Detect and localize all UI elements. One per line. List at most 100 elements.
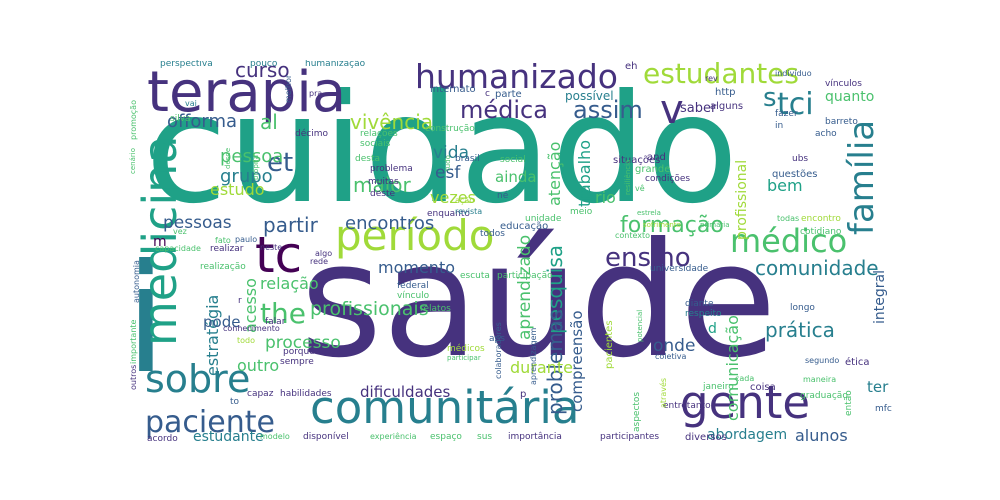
word-cloud: cuidado saúde i comunitária gente período tera…: [125, 60, 895, 445]
word-cloud-word: aprendizagem: [529, 327, 538, 385]
word-cloud-word: tc: [255, 226, 303, 284]
word-cloud-word: cuidado: [145, 63, 739, 237]
word-cloud-word: barreto: [825, 117, 858, 127]
word-cloud-word: indivíduo: [775, 69, 812, 78]
word-cloud-word: in: [775, 121, 784, 131]
word-cloud-word: encontro: [801, 214, 841, 224]
word-cloud-word: m: [153, 234, 167, 250]
word-cloud-word: muitas: [368, 177, 399, 187]
word-cloud-word: pra: [309, 89, 323, 98]
word-cloud-word: rede: [310, 257, 329, 266]
word-cloud-word: respeito: [685, 309, 722, 319]
word-cloud-word: período: [335, 211, 495, 260]
word-cloud-word: and: [647, 152, 666, 163]
word-cloud-word: v: [660, 87, 684, 133]
word-cloud-word: rio: [595, 188, 616, 207]
word-cloud-word: vida: [433, 143, 469, 163]
word-cloud-word: ter: [867, 378, 889, 396]
word-cloud-word: partir: [263, 213, 318, 237]
word-cloud-word: cotidiano: [800, 227, 842, 237]
word-cloud-word: habilidades: [280, 389, 332, 399]
word-cloud-word: décimo: [295, 129, 328, 139]
word-cloud-word: s: [763, 83, 777, 113]
word-cloud-word: autonomia: [132, 260, 141, 303]
word-cloud-word: falar: [265, 317, 286, 327]
word-cloud-word: participar: [447, 354, 481, 362]
word-cloud-word: humanização: [305, 60, 366, 69]
word-cloud-word: saúde: [300, 209, 777, 393]
word-cloud-word: modelo: [260, 432, 290, 441]
word-cloud-word: acho: [815, 129, 837, 139]
word-cloud-word: vai: [185, 99, 197, 108]
word-cloud-word: ação: [455, 196, 475, 205]
word-cloud-word: pode: [203, 313, 241, 331]
word-cloud-word: primária: [700, 221, 730, 229]
word-cloud-word: durante: [510, 358, 573, 377]
word-cloud-word: educação: [500, 221, 549, 232]
word-cloud-word: conhecimento: [223, 324, 280, 333]
word-cloud-word: d: [708, 321, 717, 337]
word-cloud-word: perspectiva: [160, 60, 213, 69]
word-cloud-word: c: [485, 89, 490, 99]
word-cloud-word: estudo: [210, 180, 265, 199]
word-cloud-word: todos: [480, 229, 505, 239]
word-cloud-word: maneira: [803, 375, 837, 384]
word-cloud-word: resiliência: [624, 159, 632, 195]
word-cloud-word: neste: [260, 243, 283, 252]
word-cloud-word: dificuldades: [360, 383, 451, 401]
word-cloud-word: brasil: [455, 154, 480, 164]
word-cloud-word: capaz: [247, 389, 274, 399]
word-cloud-word: enquanto: [427, 209, 470, 219]
word-cloud-word: aps: [489, 334, 505, 344]
word-cloud-word: aprendizado: [515, 234, 535, 340]
word-cloud-word: parte: [495, 89, 522, 100]
word-cloud-word: p: [520, 389, 527, 400]
word-cloud-word: sempre: [280, 357, 314, 367]
word-cloud-word: atenção: [545, 141, 564, 206]
word-cloud-word: médico: [730, 222, 848, 260]
word-cloud-word: universidade: [650, 264, 709, 274]
word-cloud-word: rev: [705, 74, 718, 83]
word-cloud-word: ainda: [495, 168, 537, 186]
word-cloud-word: questões: [772, 169, 818, 180]
word-cloud-word: acordo: [147, 434, 178, 444]
word-cloud-word: estratégia: [203, 294, 222, 376]
word-cloud-word: profissionais: [310, 298, 429, 320]
word-cloud-word: deste: [370, 189, 396, 199]
word-cloud-word: ubs: [792, 154, 809, 164]
word-cloud-word: própria: [252, 154, 260, 180]
word-cloud-word: janeiro: [703, 382, 734, 392]
word-cloud-word: http: [715, 87, 736, 98]
word-cloud-word: sofrimento: [643, 221, 681, 229]
word-cloud-word: colaboradores: [494, 322, 503, 379]
word-cloud-word: capacidade: [155, 244, 201, 253]
word-cloud-word: revista: [455, 207, 483, 216]
word-cloud-word: comunitária: [310, 381, 580, 434]
word-cloud-word: integral: [872, 270, 888, 324]
word-cloud-word: vivência: [350, 110, 434, 134]
word-cloud-word: vínculo: [397, 291, 430, 301]
word-cloud-word: relações: [360, 129, 398, 139]
word-cloud-word: humanizado: [415, 60, 618, 96]
word-cloud-word: promoção: [129, 100, 138, 140]
word-cloud-word: porque: [283, 347, 315, 357]
word-cloud-word: entretanto: [663, 401, 711, 411]
word-cloud-word: bem: [767, 176, 803, 195]
word-cloud-word: sociais: [360, 139, 391, 149]
word-cloud-word: através: [659, 377, 668, 408]
word-cloud-word: melhor: [284, 74, 293, 103]
word-cloud-word: saber: [680, 101, 717, 116]
word-cloud-word: vê: [635, 184, 645, 193]
word-cloud-word: participantes: [600, 432, 660, 442]
word-cloud-word: escuta: [460, 271, 490, 281]
word-cloud-word: relatos: [420, 304, 451, 314]
word-cloud-word: né: [497, 191, 509, 201]
word-cloud-word: maior: [353, 173, 411, 197]
word-cloud-word: realização: [200, 262, 246, 272]
word-cloud-word: desde: [224, 147, 232, 169]
word-cloud-word: alguns: [710, 101, 744, 112]
word-cloud-word: vez: [173, 227, 187, 236]
word-cloud-word: sendo: [317, 347, 342, 356]
word-cloud-word: graduação: [800, 391, 848, 401]
